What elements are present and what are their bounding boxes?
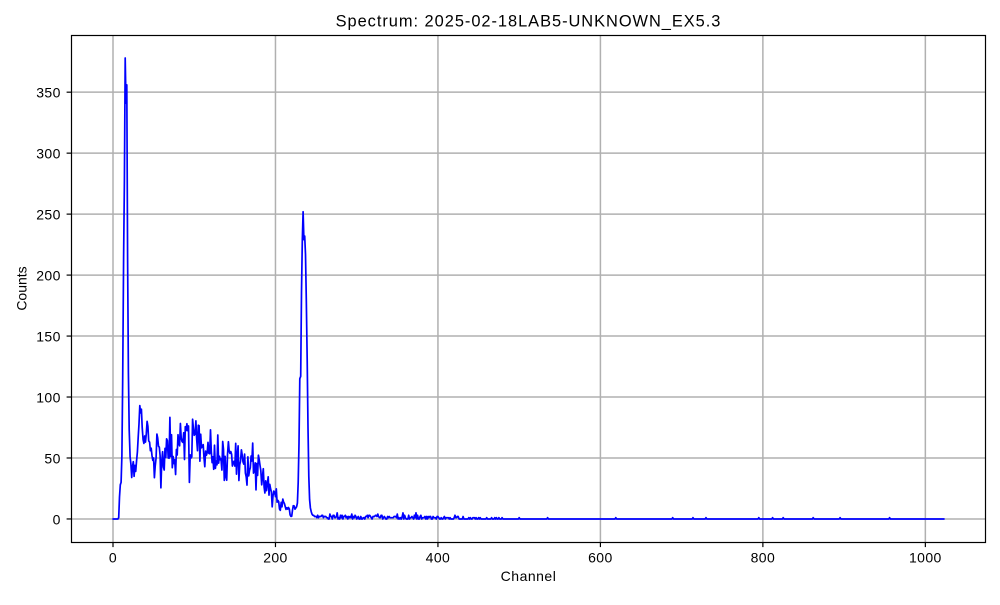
svg-text:600: 600 [588,549,613,565]
svg-text:Channel: Channel [501,568,557,584]
svg-text:Spectrum: 2025-02-18LAB5-UNKNO: Spectrum: 2025-02-18LAB5-UNKNOWN_EX5.3 [336,12,722,30]
svg-text:350: 350 [36,85,61,101]
svg-text:1000: 1000 [909,549,942,565]
svg-text:250: 250 [36,207,61,223]
svg-text:400: 400 [426,549,451,565]
svg-text:Counts: Counts [14,266,30,310]
svg-text:0: 0 [109,549,117,565]
svg-text:0: 0 [53,511,61,527]
svg-text:100: 100 [36,389,61,405]
svg-text:200: 200 [263,549,288,565]
svg-text:800: 800 [751,549,776,565]
svg-text:300: 300 [36,146,61,162]
svg-text:200: 200 [36,267,61,283]
svg-text:50: 50 [44,450,60,466]
svg-text:150: 150 [36,328,61,344]
